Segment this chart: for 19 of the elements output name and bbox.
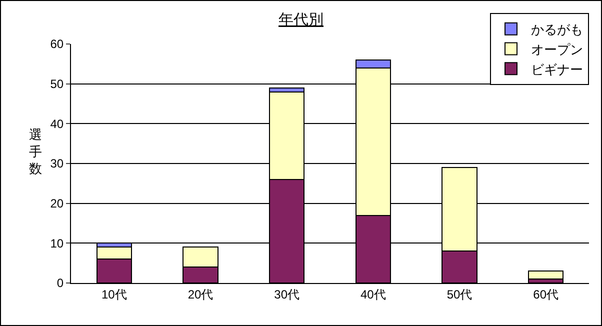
- y-tick-label: 10: [50, 236, 64, 250]
- bar: [528, 270, 564, 280]
- legend-label: オープン: [531, 42, 583, 57]
- y-tick-label: 30: [50, 156, 64, 171]
- x-tick-label: 20代: [188, 287, 214, 302]
- y-tick-label: 20: [50, 196, 64, 211]
- y-tick-label: 0: [56, 276, 64, 290]
- y-tick-label: 50: [50, 77, 64, 92]
- x-tick-label: 40代: [360, 287, 386, 302]
- x-tick-label: 60代: [533, 287, 559, 302]
- y-tick-label: 40: [50, 116, 64, 131]
- y-tick-label: 60: [50, 37, 64, 52]
- chart-title: 年代別: [278, 11, 324, 28]
- x-tick-label: 10代: [101, 287, 127, 302]
- legend-label: かるがも: [531, 22, 583, 37]
- y-axis-title: 選手数: [29, 127, 42, 176]
- legend-label: ビギナー: [531, 62, 583, 77]
- x-tick-label: 50代: [446, 287, 472, 302]
- x-tick-label: 30代: [274, 287, 300, 302]
